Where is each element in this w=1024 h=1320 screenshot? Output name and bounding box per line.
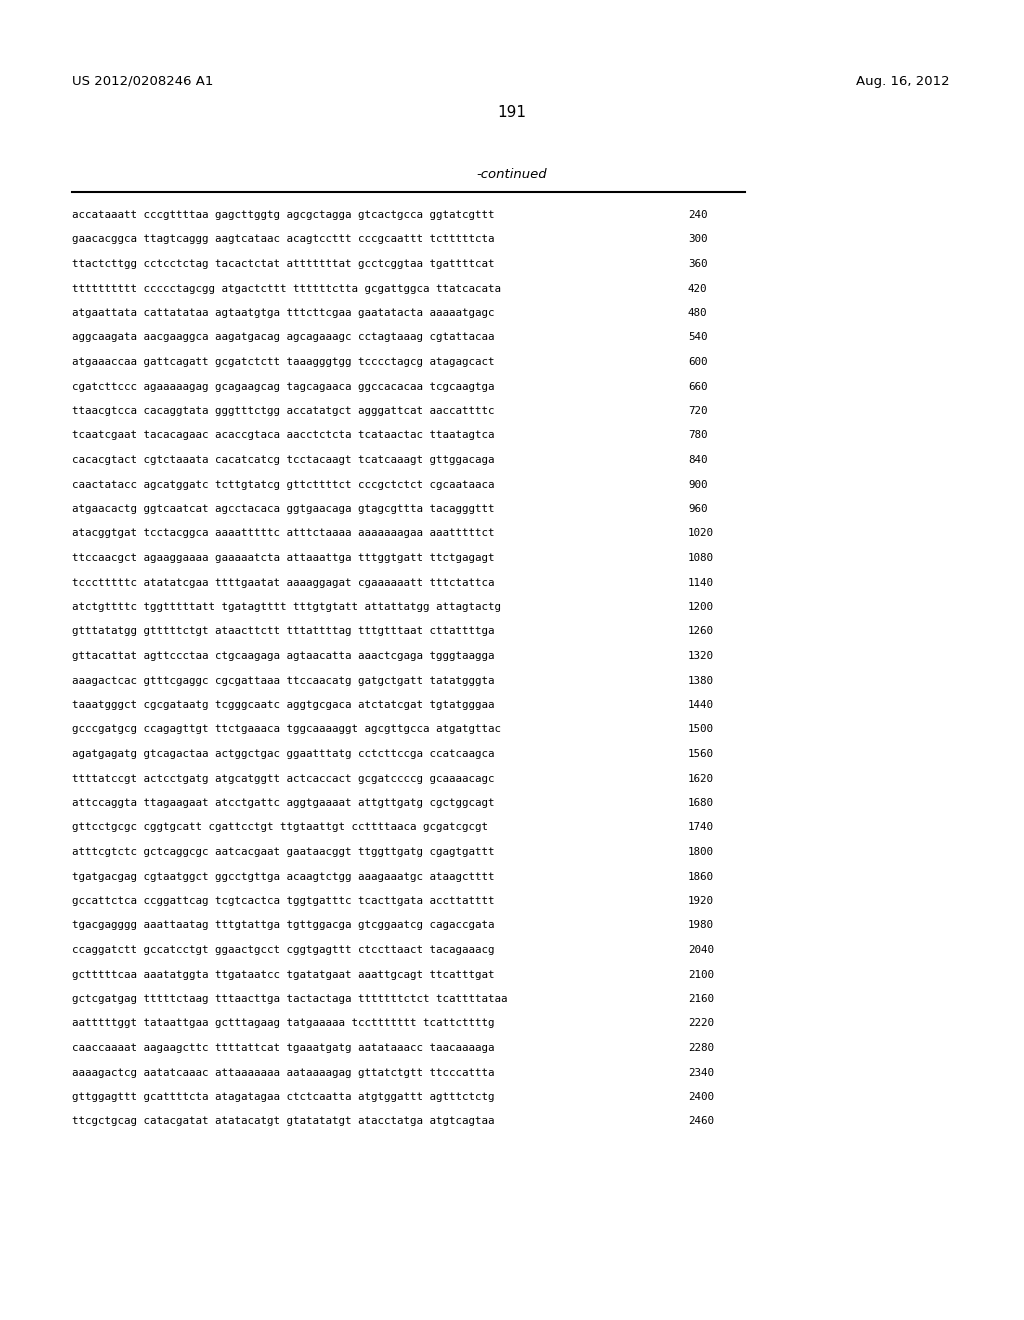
Text: 1620: 1620 xyxy=(688,774,714,784)
Text: cgatcttccc agaaaaagag gcagaagcag tagcagaaca ggccacacaa tcgcaagtga: cgatcttccc agaaaaagag gcagaagcag tagcaga… xyxy=(72,381,495,392)
Text: US 2012/0208246 A1: US 2012/0208246 A1 xyxy=(72,75,213,88)
Text: aaagactcac gtttcgaggc cgcgattaaa ttccaacatg gatgctgatt tatatgggta: aaagactcac gtttcgaggc cgcgattaaa ttccaac… xyxy=(72,676,495,685)
Text: ttaacgtcca cacaggtata gggtttctgg accatatgct agggattcat aaccattttc: ttaacgtcca cacaggtata gggtttctgg accatat… xyxy=(72,407,495,416)
Text: aaaagactcg aatatcaaac attaaaaaaa aataaaagag gttatctgtt ttcccattta: aaaagactcg aatatcaaac attaaaaaaa aataaaa… xyxy=(72,1068,495,1077)
Text: 720: 720 xyxy=(688,407,708,416)
Text: tcaatcgaat tacacagaac acaccgtaca aacctctcta tcataactac ttaatagtca: tcaatcgaat tacacagaac acaccgtaca aacctct… xyxy=(72,430,495,441)
Text: 600: 600 xyxy=(688,356,708,367)
Text: 1320: 1320 xyxy=(688,651,714,661)
Text: gtttatatgg gtttttctgt ataacttctt tttattttag tttgtttaat cttattttga: gtttatatgg gtttttctgt ataacttctt tttattt… xyxy=(72,627,495,636)
Text: 2280: 2280 xyxy=(688,1043,714,1053)
Text: taaatgggct cgcgataatg tcgggcaatc aggtgcgaca atctatcgat tgtatgggaa: taaatgggct cgcgataatg tcgggcaatc aggtgcg… xyxy=(72,700,495,710)
Text: ttttatccgt actcctgatg atgcatggtt actcaccact gcgatccccg gcaaaacagc: ttttatccgt actcctgatg atgcatggtt actcacc… xyxy=(72,774,495,784)
Text: 2220: 2220 xyxy=(688,1019,714,1028)
Text: 1080: 1080 xyxy=(688,553,714,564)
Text: gttcctgcgc cggtgcatt cgattcctgt ttgtaattgt ccttttaaca gcgatcgcgt: gttcctgcgc cggtgcatt cgattcctgt ttgtaatt… xyxy=(72,822,488,833)
Text: 540: 540 xyxy=(688,333,708,342)
Text: 840: 840 xyxy=(688,455,708,465)
Text: ttcgctgcag catacgatat atatacatgt gtatatatgt atacctatga atgtcagtaa: ttcgctgcag catacgatat atatacatgt gtatata… xyxy=(72,1117,495,1126)
Text: ttccaacgct agaaggaaaa gaaaaatcta attaaattga tttggtgatt ttctgagagt: ttccaacgct agaaggaaaa gaaaaatcta attaaat… xyxy=(72,553,495,564)
Text: 1680: 1680 xyxy=(688,799,714,808)
Text: 1980: 1980 xyxy=(688,920,714,931)
Text: 1740: 1740 xyxy=(688,822,714,833)
Text: Aug. 16, 2012: Aug. 16, 2012 xyxy=(856,75,950,88)
Text: 300: 300 xyxy=(688,235,708,244)
Text: gccattctca ccggattcag tcgtcactca tggtgatttc tcacttgata accttatttt: gccattctca ccggattcag tcgtcactca tggtgat… xyxy=(72,896,495,906)
Text: 2160: 2160 xyxy=(688,994,714,1005)
Text: gttacattat agttccctaa ctgcaagaga agtaacatta aaactcgaga tgggtaagga: gttacattat agttccctaa ctgcaagaga agtaaca… xyxy=(72,651,495,661)
Text: atgaacactg ggtcaatcat agcctacaca ggtgaacaga gtagcgttta tacagggttt: atgaacactg ggtcaatcat agcctacaca ggtgaac… xyxy=(72,504,495,513)
Text: tgacgagggg aaattaatag tttgtattga tgttggacga gtcggaatcg cagaccgata: tgacgagggg aaattaatag tttgtattga tgttgga… xyxy=(72,920,495,931)
Text: 240: 240 xyxy=(688,210,708,220)
Text: 2340: 2340 xyxy=(688,1068,714,1077)
Text: 1800: 1800 xyxy=(688,847,714,857)
Text: aatttttggt tataattgaa gctttagaag tatgaaaaa tccttttttt tcattcttttg: aatttttggt tataattgaa gctttagaag tatgaaa… xyxy=(72,1019,495,1028)
Text: atttcgtctc gctcaggcgc aatcacgaat gaataacggt ttggttgatg cgagtgattt: atttcgtctc gctcaggcgc aatcacgaat gaataac… xyxy=(72,847,495,857)
Text: 660: 660 xyxy=(688,381,708,392)
Text: 1140: 1140 xyxy=(688,578,714,587)
Text: gcccgatgcg ccagagttgt ttctgaaaca tggcaaaaggt agcgttgcca atgatgttac: gcccgatgcg ccagagttgt ttctgaaaca tggcaaa… xyxy=(72,725,501,734)
Text: atacggtgat tcctacggca aaaatttttc atttctaaaa aaaaaaagaa aaatttttct: atacggtgat tcctacggca aaaatttttc atttcta… xyxy=(72,528,495,539)
Text: 1020: 1020 xyxy=(688,528,714,539)
Text: 1260: 1260 xyxy=(688,627,714,636)
Text: atctgttttc tggtttttatt tgatagtttt tttgtgtatt attattatgg attagtactg: atctgttttc tggtttttatt tgatagtttt tttgtg… xyxy=(72,602,501,612)
Text: attccaggta ttagaagaat atcctgattc aggtgaaaat attgttgatg cgctggcagt: attccaggta ttagaagaat atcctgattc aggtgaa… xyxy=(72,799,495,808)
Text: 1200: 1200 xyxy=(688,602,714,612)
Text: 1500: 1500 xyxy=(688,725,714,734)
Text: ccaggatctt gccatcctgt ggaactgcct cggtgagttt ctccttaact tacagaaacg: ccaggatctt gccatcctgt ggaactgcct cggtgag… xyxy=(72,945,495,954)
Text: agatgagatg gtcagactaa actggctgac ggaatttatg cctcttccga ccatcaagca: agatgagatg gtcagactaa actggctgac ggaattt… xyxy=(72,748,495,759)
Text: 2100: 2100 xyxy=(688,969,714,979)
Text: cacacgtact cgtctaaata cacatcatcg tcctacaagt tcatcaaagt gttggacaga: cacacgtact cgtctaaata cacatcatcg tcctaca… xyxy=(72,455,495,465)
Text: aggcaagata aacgaaggca aagatgacag agcagaaagc cctagtaaag cgtattacaa: aggcaagata aacgaaggca aagatgacag agcagaa… xyxy=(72,333,495,342)
Text: tttttttttt ccccctagcgg atgactcttt ttttttctta gcgattggca ttatcacata: tttttttttt ccccctagcgg atgactcttt tttttt… xyxy=(72,284,501,293)
Text: 1440: 1440 xyxy=(688,700,714,710)
Text: 960: 960 xyxy=(688,504,708,513)
Text: caaccaaaat aagaagcttc ttttattcat tgaaatgatg aatataaacc taacaaaaga: caaccaaaat aagaagcttc ttttattcat tgaaatg… xyxy=(72,1043,495,1053)
Text: atgaaaccaa gattcagatt gcgatctctt taaagggtgg tcccctagcg atagagcact: atgaaaccaa gattcagatt gcgatctctt taaaggg… xyxy=(72,356,495,367)
Text: 900: 900 xyxy=(688,479,708,490)
Text: 1860: 1860 xyxy=(688,871,714,882)
Text: caactatacc agcatggatc tcttgtatcg gttcttttct cccgctctct cgcaataaca: caactatacc agcatggatc tcttgtatcg gttcttt… xyxy=(72,479,495,490)
Text: gaacacggca ttagtcaggg aagtcataac acagtccttt cccgcaattt tctttttcta: gaacacggca ttagtcaggg aagtcataac acagtcc… xyxy=(72,235,495,244)
Text: tgatgacgag cgtaatggct ggcctgttga acaagtctgg aaagaaatgc ataagctttt: tgatgacgag cgtaatggct ggcctgttga acaagtc… xyxy=(72,871,495,882)
Text: 360: 360 xyxy=(688,259,708,269)
Text: 1920: 1920 xyxy=(688,896,714,906)
Text: tccctttttc atatatcgaa ttttgaatat aaaaggagat cgaaaaaatt tttctattca: tccctttttc atatatcgaa ttttgaatat aaaagga… xyxy=(72,578,495,587)
Text: 480: 480 xyxy=(688,308,708,318)
Text: 2400: 2400 xyxy=(688,1092,714,1102)
Text: ttactcttgg cctcctctag tacactctat atttttttat gcctcggtaa tgattttcat: ttactcttgg cctcctctag tacactctat atttttt… xyxy=(72,259,495,269)
Text: 1380: 1380 xyxy=(688,676,714,685)
Text: 420: 420 xyxy=(688,284,708,293)
Text: 191: 191 xyxy=(498,106,526,120)
Text: 2460: 2460 xyxy=(688,1117,714,1126)
Text: accataaatt cccgttttaa gagcttggtg agcgctagga gtcactgcca ggtatcgttt: accataaatt cccgttttaa gagcttggtg agcgcta… xyxy=(72,210,495,220)
Text: gctttttcaa aaatatggta ttgataatcc tgatatgaat aaattgcagt ttcatttgat: gctttttcaa aaatatggta ttgataatcc tgatatg… xyxy=(72,969,495,979)
Text: gctcgatgag tttttctaag tttaacttga tactactaga tttttttctct tcattttataa: gctcgatgag tttttctaag tttaacttga tactact… xyxy=(72,994,508,1005)
Text: -continued: -continued xyxy=(477,168,547,181)
Text: atgaattata cattatataa agtaatgtga tttcttcgaa gaatatacta aaaaatgagc: atgaattata cattatataa agtaatgtga tttcttc… xyxy=(72,308,495,318)
Text: 1560: 1560 xyxy=(688,748,714,759)
Text: 2040: 2040 xyxy=(688,945,714,954)
Text: 780: 780 xyxy=(688,430,708,441)
Text: gttggagttt gcattttcta atagatagaa ctctcaatta atgtggattt agtttctctg: gttggagttt gcattttcta atagatagaa ctctcaa… xyxy=(72,1092,495,1102)
